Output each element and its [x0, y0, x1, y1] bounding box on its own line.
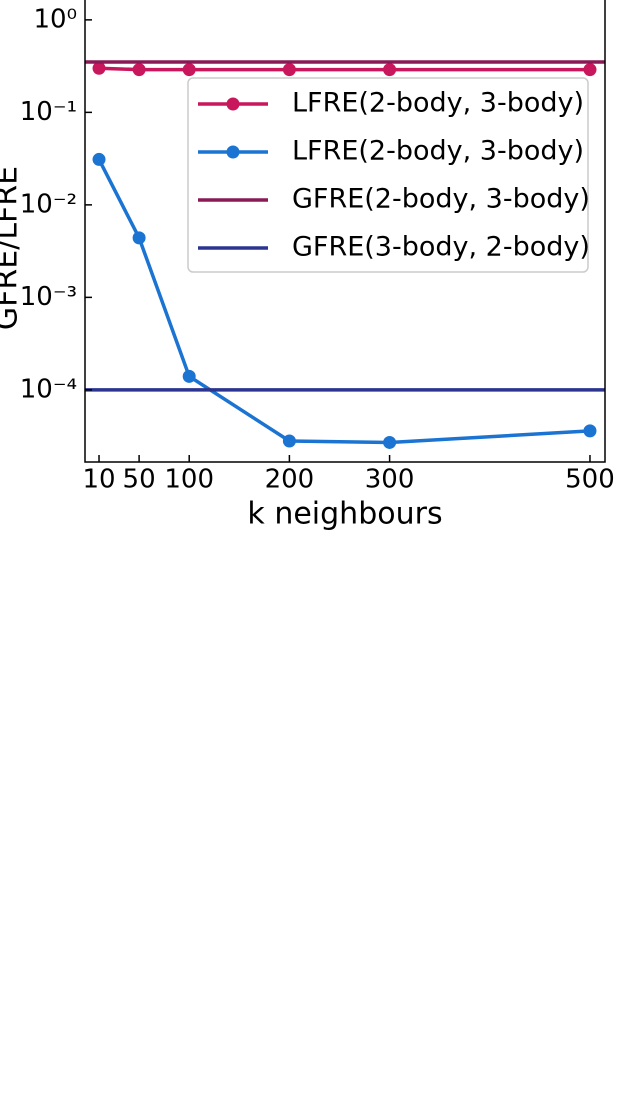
legend-marker: [226, 145, 240, 159]
legend-box: [187, 77, 589, 273]
x-tick-label: 200: [265, 465, 315, 495]
y-axis-label: GFRE/LFRE: [0, 166, 25, 330]
marker: [282, 63, 296, 77]
marker: [583, 424, 597, 438]
y-tick-label: 10⁻³: [20, 282, 77, 312]
y-tick-label: 10⁰: [33, 4, 77, 34]
x-axis-label: k neighbours: [247, 497, 442, 532]
marker: [132, 63, 146, 77]
marker: [182, 369, 196, 383]
x-tick-label: 10: [82, 465, 115, 495]
y-tick-label: 10⁻²: [20, 189, 77, 219]
marker: [92, 61, 106, 75]
legend-label: GFRE(2-body, 3-body): [292, 184, 590, 215]
series-line: [98, 66, 590, 72]
x-tick-label: 300: [365, 465, 415, 495]
x-tick-label: 50: [123, 465, 156, 495]
legend-label: LFRE(2-body, 3-body): [292, 88, 584, 119]
legend-label: GFRE(3-body, 2-body): [292, 232, 590, 263]
legend-label: LFRE(2-body, 3-body): [292, 136, 584, 167]
x-tick-label: 100: [164, 465, 214, 495]
marker: [182, 63, 196, 77]
marker: [132, 231, 146, 245]
marker: [383, 435, 397, 449]
y-tick-label: 10⁻⁴: [20, 374, 77, 404]
y-tick-label: 10⁻¹: [20, 97, 77, 127]
x-tick-label: 500: [565, 465, 615, 495]
marker: [583, 63, 597, 77]
marker: [282, 434, 296, 448]
plot-frame: [84, 0, 606, 463]
legend-marker: [226, 97, 240, 111]
series-line: [97, 158, 591, 445]
marker: [383, 63, 397, 77]
marker: [92, 152, 106, 166]
